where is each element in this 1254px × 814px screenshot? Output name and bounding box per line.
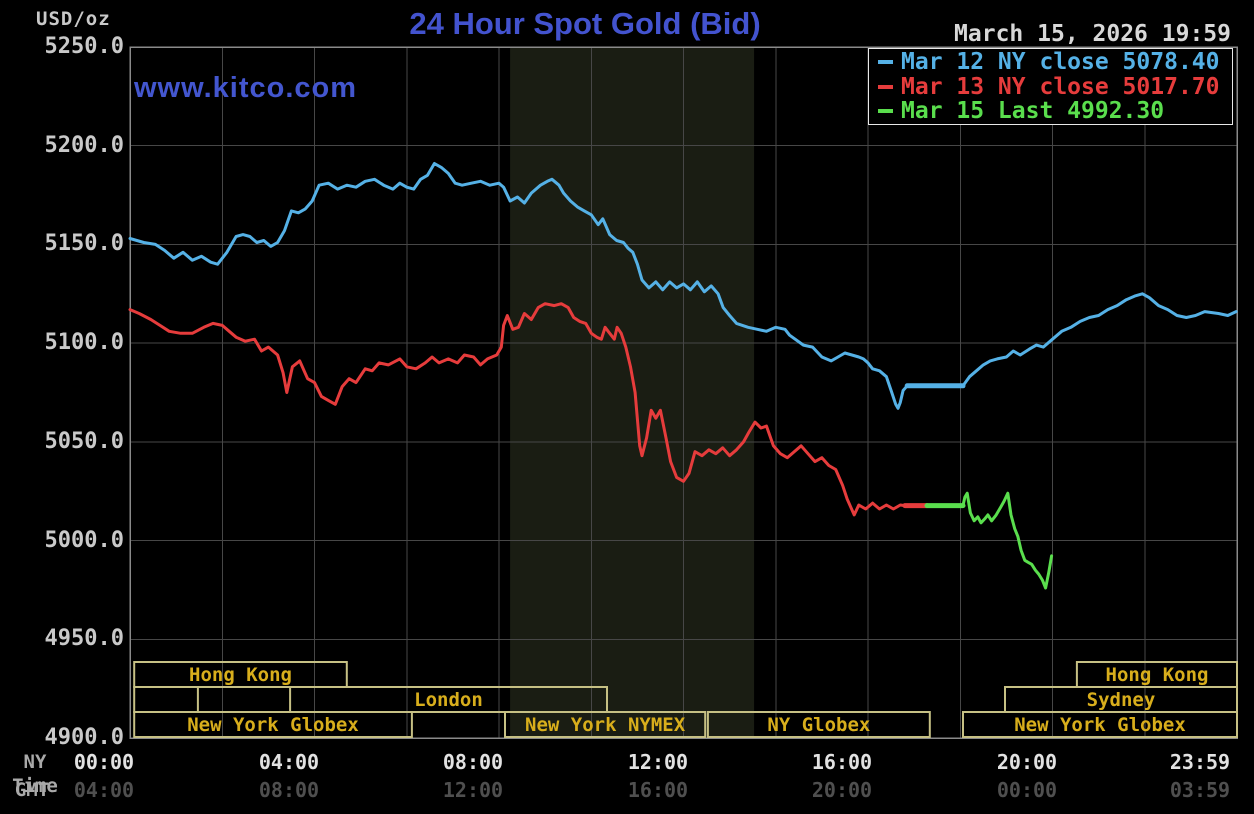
y-tick-label: 5250.0: [44, 34, 124, 59]
gmt-tick-label: 20:00: [811, 778, 873, 802]
session-label: Sydney: [1087, 689, 1156, 711]
ny-tick-label: 00:00: [73, 750, 135, 774]
chart-timestamp: March 15, 2026 19:59: [954, 21, 1231, 47]
series-line-mar12: [128, 162, 1238, 410]
gmt-tick-label: 12:00: [442, 778, 504, 802]
nymex-session-shaded-band: [510, 47, 755, 738]
legend-dash-icon: [878, 84, 893, 89]
session-label: New York Globex: [1014, 714, 1186, 736]
y-tick-label: 5150.0: [44, 231, 124, 256]
session-label: Hong Kong: [189, 664, 292, 686]
y-tick-label: 5200.0: [44, 133, 124, 158]
ny-time-axis-label: NY Time: [12, 751, 58, 797]
gmt-tick-label: 08:00: [258, 778, 320, 802]
legend-label: Mar 15 Last 4992.30: [901, 98, 1165, 125]
gmt-axis-label: GMT: [14, 779, 50, 801]
session-box-new-york-globex: [962, 711, 1238, 738]
gmt-tick-label: 00:00: [996, 778, 1058, 802]
session-label: NY Globex: [767, 714, 870, 736]
gmt-tick-label: 16:00: [627, 778, 689, 802]
legend-label: Mar 13 NY close 5017.70: [901, 73, 1220, 100]
ny-tick-label: 04:00: [258, 750, 320, 774]
ny-tick-label: 08:00: [442, 750, 504, 774]
session-box-ny-globex: [706, 711, 931, 738]
session-label: London: [414, 689, 483, 711]
session-label: New York NYMEX: [525, 714, 686, 736]
legend-entry-mar12: Mar 12 NY close 5078.40: [869, 48, 1232, 75]
session-box-unlabeled: [133, 686, 199, 713]
legend-entry-mar13: Mar 13 NY close 5017.70: [869, 73, 1232, 100]
y-tick-label: 5100.0: [44, 330, 124, 355]
ny-tick-label: 12:00: [627, 750, 689, 774]
session-box-new-york-nymex: [504, 711, 707, 738]
session-box-london: [289, 686, 608, 713]
page-title: 24 Hour Spot Gold (Bid): [409, 6, 761, 41]
ny-tick-label: 16:00: [811, 750, 873, 774]
legend-dash-icon: [878, 59, 893, 64]
ny-tick-label: 20:00: [996, 750, 1058, 774]
session-label: Hong Kong: [1106, 664, 1209, 686]
series-line-mar13: [128, 302, 929, 517]
y-axis-unit-label: USD/oz: [36, 8, 111, 30]
session-label: New York Globex: [187, 714, 359, 736]
y-tick-label: 5050.0: [44, 429, 124, 454]
y-tick-label: 5000.0: [44, 528, 124, 553]
kitco-watermark: www.kitco.com: [134, 72, 358, 104]
legend-entry-mar15: Mar 15 Last 4992.30: [869, 98, 1232, 125]
ny-tick-label: 23:59: [1169, 750, 1231, 774]
session-box-new-york-globex: [133, 711, 413, 738]
session-box-hong-kong: [133, 661, 348, 688]
gmt-tick-label: 04:00: [73, 778, 135, 802]
gmt-tick-label: 03:59: [1169, 778, 1231, 802]
y-tick-label: 4900.0: [44, 725, 124, 750]
legend-dash-icon: [878, 109, 893, 114]
series-line-mar15: [925, 491, 1054, 590]
legend-label: Mar 12 NY close 5078.40: [901, 48, 1220, 75]
chart-legend: Mar 12 NY close 5078.40 Mar 13 NY close …: [868, 48, 1233, 125]
y-tick-label: 4950.0: [44, 626, 124, 651]
